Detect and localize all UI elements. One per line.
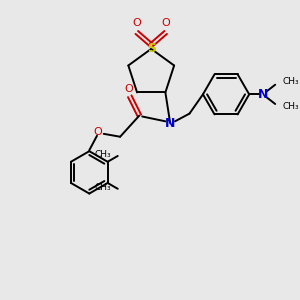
Text: CH₃: CH₃: [94, 151, 111, 160]
Text: O: O: [161, 18, 170, 28]
Text: N: N: [165, 117, 175, 130]
Text: O: O: [132, 18, 141, 28]
Text: O: O: [124, 84, 133, 94]
Text: O: O: [94, 127, 102, 137]
Text: S: S: [147, 42, 156, 56]
Text: CH₃: CH₃: [283, 77, 299, 86]
Text: CH₃: CH₃: [94, 183, 111, 192]
Text: CH₃: CH₃: [283, 102, 299, 111]
Text: N: N: [257, 88, 268, 101]
